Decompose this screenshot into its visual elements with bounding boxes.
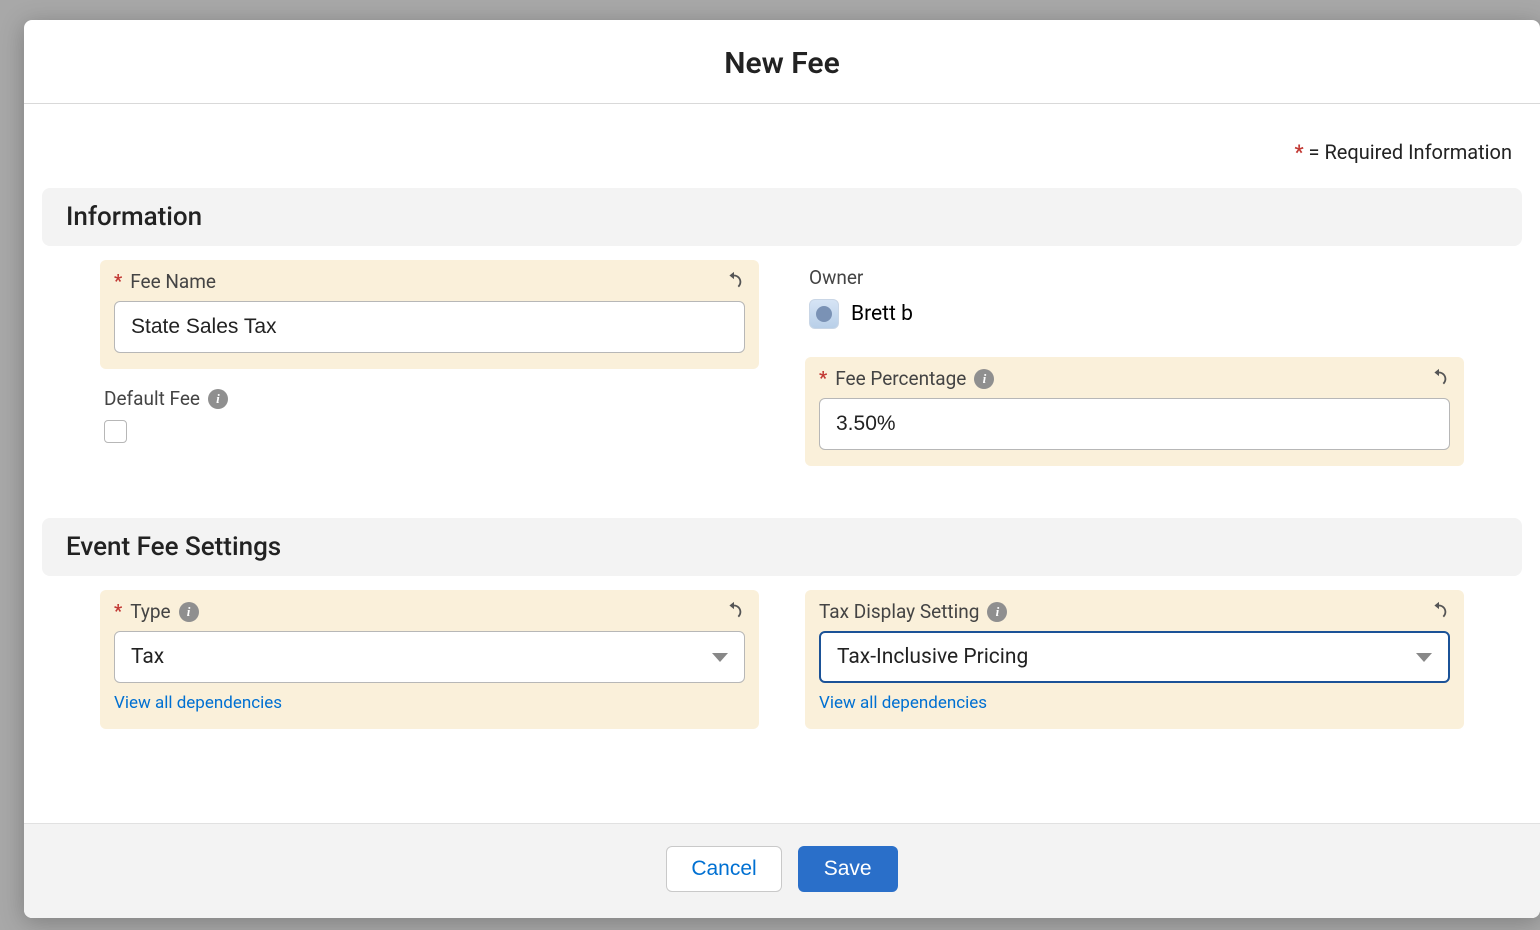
undo-icon[interactable] — [723, 600, 745, 622]
undo-icon[interactable] — [1428, 367, 1450, 389]
modal-body: * = Required Information Information * F… — [24, 104, 1540, 823]
required-star-icon: * — [114, 603, 122, 621]
fee-name-input[interactable] — [114, 301, 745, 353]
fee-percentage-input[interactable] — [819, 398, 1450, 450]
info-right-col: Owner Brett b * Fee Percentage i — [805, 260, 1464, 478]
type-label-row: * Type i — [114, 600, 745, 623]
cancel-button[interactable]: Cancel — [666, 846, 781, 892]
default-fee-checkbox[interactable] — [104, 420, 127, 443]
type-field: * Type i Tax View all dependencies — [100, 590, 759, 729]
type-label: Type — [130, 600, 170, 623]
owner-row: Brett b — [809, 299, 1464, 329]
owner-value: Brett b — [851, 302, 913, 326]
required-star-icon: * — [114, 273, 122, 291]
required-star-icon: * — [1294, 140, 1303, 164]
info-icon[interactable]: i — [987, 602, 1007, 622]
fee-name-label: Fee Name — [130, 270, 216, 293]
required-star-icon: * — [819, 370, 827, 388]
type-value: Tax — [131, 645, 164, 669]
save-button[interactable]: Save — [798, 846, 898, 892]
information-grid: * Fee Name Default Fee i Ow — [42, 260, 1522, 518]
type-select[interactable]: Tax — [114, 631, 745, 683]
tax-display-field: Tax Display Setting i Tax-Inclusive Pric… — [805, 590, 1464, 729]
undo-icon[interactable] — [723, 270, 745, 292]
type-dependencies-link[interactable]: View all dependencies — [114, 693, 282, 713]
fee-percentage-label-row: * Fee Percentage i — [819, 367, 1450, 390]
modal-title: New Fee — [24, 20, 1540, 104]
info-left-col: * Fee Name Default Fee i — [100, 260, 759, 478]
fee-name-field: * Fee Name — [100, 260, 759, 369]
owner-label: Owner — [809, 266, 863, 289]
info-icon[interactable]: i — [974, 369, 994, 389]
event-fee-grid: * Type i Tax View all dependencies Tax D… — [42, 590, 1522, 781]
undo-icon[interactable] — [1428, 600, 1450, 622]
avatar-icon — [809, 299, 839, 329]
chevron-down-icon — [1416, 653, 1432, 662]
new-fee-modal: New Fee * = Required Information Informa… — [24, 20, 1540, 918]
info-icon[interactable]: i — [208, 389, 228, 409]
owner-field: Owner Brett b — [805, 260, 1464, 329]
default-fee-label-row: Default Fee i — [104, 387, 759, 410]
fee-name-label-row: * Fee Name — [114, 270, 745, 293]
tax-display-label-row: Tax Display Setting i — [819, 600, 1450, 623]
chevron-down-icon — [712, 653, 728, 662]
default-fee-label: Default Fee — [104, 387, 200, 410]
tax-display-value: Tax-Inclusive Pricing — [837, 645, 1028, 669]
fee-percentage-label: Fee Percentage — [835, 367, 966, 390]
tax-display-select[interactable]: Tax-Inclusive Pricing — [819, 631, 1450, 683]
default-fee-field: Default Fee i — [100, 381, 759, 443]
required-note: * = Required Information — [42, 124, 1522, 188]
modal-footer: Cancel Save — [24, 823, 1540, 918]
owner-label-row: Owner — [809, 266, 1464, 289]
tax-display-dependencies-link[interactable]: View all dependencies — [819, 693, 987, 713]
section-event-fee-settings: Event Fee Settings — [42, 518, 1522, 576]
fee-percentage-field: * Fee Percentage i — [805, 357, 1464, 466]
section-information: Information — [42, 188, 1522, 246]
info-icon[interactable]: i — [179, 602, 199, 622]
required-note-text: = Required Information — [1304, 140, 1512, 164]
tax-display-label: Tax Display Setting — [819, 600, 979, 623]
